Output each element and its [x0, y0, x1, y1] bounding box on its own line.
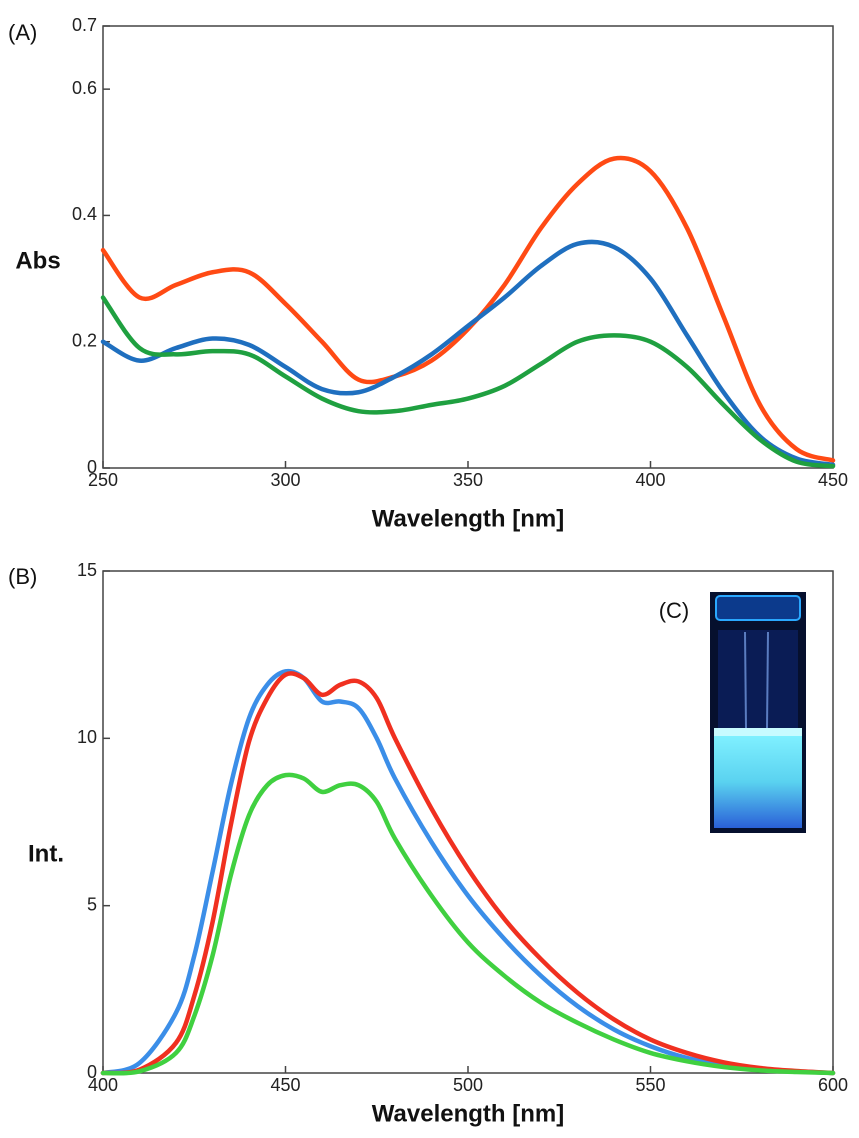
- x-tick-label: 450: [818, 470, 848, 490]
- panel-label: (B): [8, 564, 37, 589]
- y-tick-label: 0.6: [72, 78, 97, 98]
- y-tick-label: 0: [87, 457, 97, 477]
- spectrum-line: [100, 668, 836, 1076]
- y-tick-label: 5: [87, 894, 97, 914]
- y-tick-label: 0.4: [72, 204, 97, 224]
- spectrum-line: [100, 239, 836, 468]
- x-axis-title: Wavelength [nm]: [372, 1100, 564, 1127]
- x-tick-label: 450: [270, 1075, 300, 1095]
- x-tick-label: 550: [635, 1075, 665, 1095]
- vial-photo: [710, 592, 806, 833]
- y-axis-title: Abs: [15, 247, 60, 274]
- y-tick-label: 15: [77, 560, 97, 580]
- spectrum-line: [100, 295, 836, 469]
- x-tick-label: 300: [270, 470, 300, 490]
- y-tick-label: 0.2: [72, 330, 97, 350]
- y-tick-label: 0: [87, 1062, 97, 1082]
- y-tick-label: 0.7: [72, 15, 97, 35]
- spectrum-line: [100, 772, 836, 1076]
- y-tick-label: 10: [77, 727, 97, 747]
- x-tick-label: 350: [453, 470, 483, 490]
- x-tick-label: 250: [88, 470, 118, 490]
- x-tick-label: 400: [88, 1075, 118, 1095]
- y-axis-title: Int.: [28, 840, 64, 867]
- x-axis-title: Wavelength [nm]: [372, 505, 564, 532]
- x-tick-label: 500: [453, 1075, 483, 1095]
- spectrum-line: [100, 155, 836, 463]
- x-tick-label: 400: [635, 470, 665, 490]
- spectrum-line: [100, 671, 836, 1076]
- panel-label: (A): [8, 20, 37, 45]
- inset-label: (C): [659, 598, 690, 623]
- x-tick-label: 600: [818, 1075, 848, 1095]
